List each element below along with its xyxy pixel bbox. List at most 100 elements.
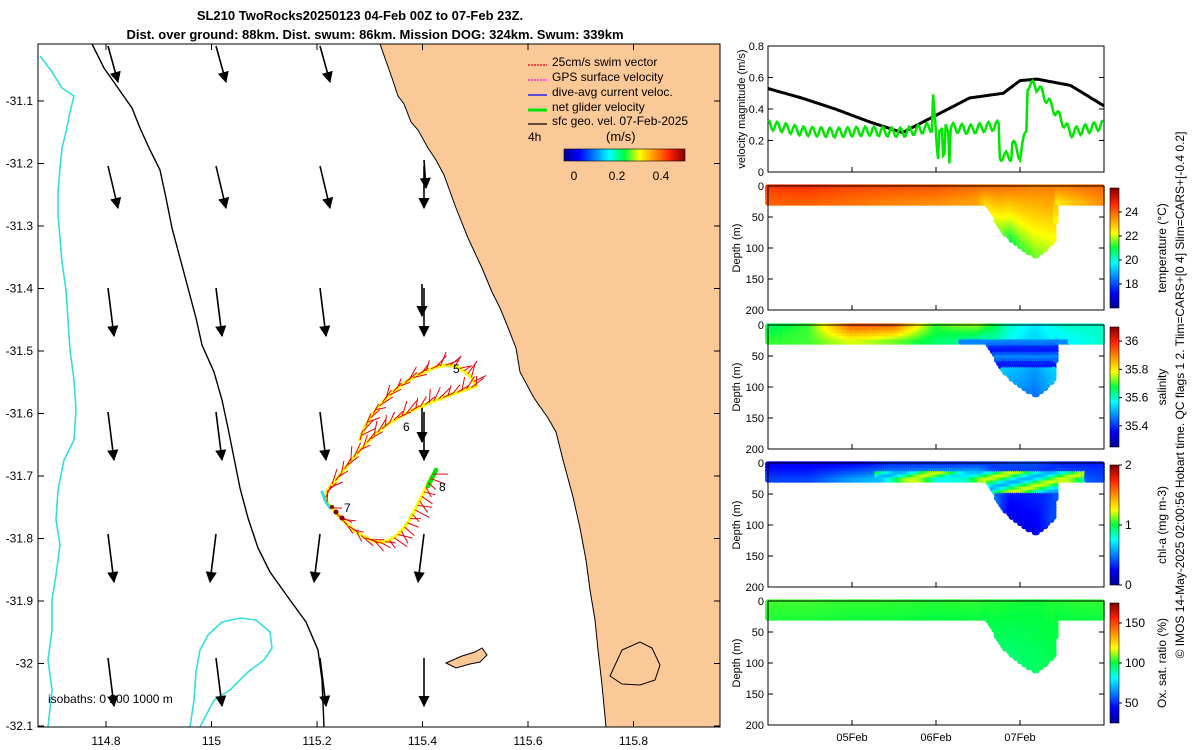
- lat-tick-label: -31.8: [6, 532, 34, 546]
- legend-interval: 4h: [528, 130, 541, 144]
- geo-arrow: [107, 287, 119, 338]
- lat-tick-label: -31.1: [6, 94, 34, 108]
- swim-vector: [331, 468, 338, 485]
- lat-tick-label: -31.9: [6, 594, 34, 608]
- swim-vector: [341, 518, 356, 522]
- section-y-tick-label: 200: [746, 582, 764, 594]
- section-y-tick-label: 150: [746, 274, 764, 286]
- geo-arrow: [319, 657, 331, 708]
- section-point: [1050, 236, 1057, 243]
- swim-vector: [363, 434, 368, 447]
- land-mass: [379, 44, 720, 727]
- section-point: [1052, 357, 1059, 364]
- swim-vector: [384, 541, 396, 544]
- swim-vector: [356, 446, 365, 454]
- swim-vector: [389, 411, 396, 424]
- section-point: [1052, 495, 1059, 502]
- figure-title-line2: Dist. over ground: 88km. Dist. swum: 86k…: [126, 27, 624, 42]
- swim-vector: [408, 366, 417, 381]
- section-y-tick-label: 0: [758, 458, 764, 470]
- legend-gps-velocity: GPS surface velocity: [552, 70, 663, 84]
- section-point: [1050, 513, 1057, 520]
- swim-vector: [363, 419, 375, 432]
- section-colorbar: [1109, 326, 1120, 448]
- velocity-y-ticks: 00.20.40.60.8: [749, 41, 1104, 179]
- swim-vector: [443, 392, 453, 398]
- section-y-tick-label: 200: [746, 305, 764, 317]
- track-cyan-turn: [320, 490, 332, 510]
- velocity-ylabel: velocity magnitude (m/s): [736, 49, 748, 168]
- swim-vector: [463, 365, 473, 372]
- swim-vector: [389, 539, 396, 549]
- swim-vector: [352, 529, 364, 533]
- lat-tick-label: -31.7: [6, 469, 34, 483]
- geo-arrow: [319, 287, 331, 338]
- swim-vector: [397, 411, 412, 419]
- section-ylabel: Depth (m): [731, 363, 743, 412]
- section-y-tick-label: 0: [758, 320, 764, 332]
- swim-vector: [461, 376, 466, 391]
- colorbar-tick-label: 35.4: [1125, 419, 1149, 433]
- track-dot: [339, 515, 345, 521]
- swim-vector: [475, 375, 478, 387]
- legend-colorbar-tick: 0.2: [609, 169, 626, 183]
- section-y-tick-label: 0: [758, 181, 764, 193]
- colorbar-tick-label: 24: [1125, 205, 1139, 219]
- swim-vector: [400, 530, 409, 544]
- geo-arrow: [107, 45, 121, 84]
- swim-vector: [421, 496, 433, 505]
- legend-colorbar-tick: 0: [571, 169, 578, 183]
- swim-vector: [377, 418, 387, 433]
- section-colorbar-label: chl-a (mg m-3): [1155, 486, 1169, 564]
- swim-vector: [454, 355, 462, 367]
- geo-arrow: [107, 533, 119, 584]
- swim-vector: [430, 364, 441, 370]
- swim-vector: [366, 431, 376, 443]
- swim-vector: [414, 509, 430, 518]
- map-legend: 25cm/s swim vector GPS surface velocity …: [528, 55, 688, 183]
- swim-vector: [404, 526, 415, 536]
- swim-vector: [396, 378, 402, 389]
- swim-vector: [430, 477, 446, 485]
- legend-dive-current: dive-avg current veloc.: [552, 85, 673, 99]
- swim-vector: [385, 414, 387, 426]
- lat-tick-label: -32.1: [6, 719, 34, 733]
- isobath-1000m: [39, 55, 77, 727]
- swim-vector: [393, 410, 404, 421]
- track-dots: [330, 505, 345, 521]
- section-y-tick-label: 200: [746, 444, 764, 456]
- geo-arrow: [215, 165, 230, 210]
- swim-vector: [470, 377, 485, 388]
- swim-vector: [385, 384, 391, 399]
- sfc-geo-velocity-arrows: [107, 45, 431, 708]
- swim-vector: [370, 431, 383, 440]
- geo-arrow: [319, 411, 331, 462]
- lat-tick-label: -31.3: [6, 219, 34, 233]
- swim-vector: [415, 397, 419, 409]
- swim-vector: [473, 374, 487, 383]
- swim-vector: [438, 387, 451, 400]
- velocity-y-tick-label: 0.4: [749, 104, 764, 116]
- swim-vector: [419, 500, 429, 513]
- velocity-y-tick-label: 0: [758, 167, 764, 179]
- swim-vector: [452, 384, 461, 395]
- swim-vector: [374, 540, 384, 552]
- colorbar-tick-label: 35.6: [1125, 391, 1149, 405]
- lat-tick-label: -31.2: [6, 157, 34, 171]
- swim-vector: [459, 365, 471, 369]
- swim-vector: [410, 405, 421, 412]
- geo-arrow: [107, 411, 119, 462]
- day-label-6: 6: [403, 420, 410, 434]
- geo-arrow: [107, 657, 119, 708]
- swim-vector: [456, 385, 469, 393]
- net-glider-velocity-line: [767, 78, 1104, 164]
- section-y-tick-label: 100: [746, 382, 764, 394]
- day-label-5: 5: [453, 362, 460, 376]
- lon-tick-label: 115.8: [619, 734, 648, 748]
- isobath-200m: [91, 44, 325, 727]
- swim-vector: [344, 457, 352, 470]
- lon-tick-label: 115.2: [302, 734, 331, 748]
